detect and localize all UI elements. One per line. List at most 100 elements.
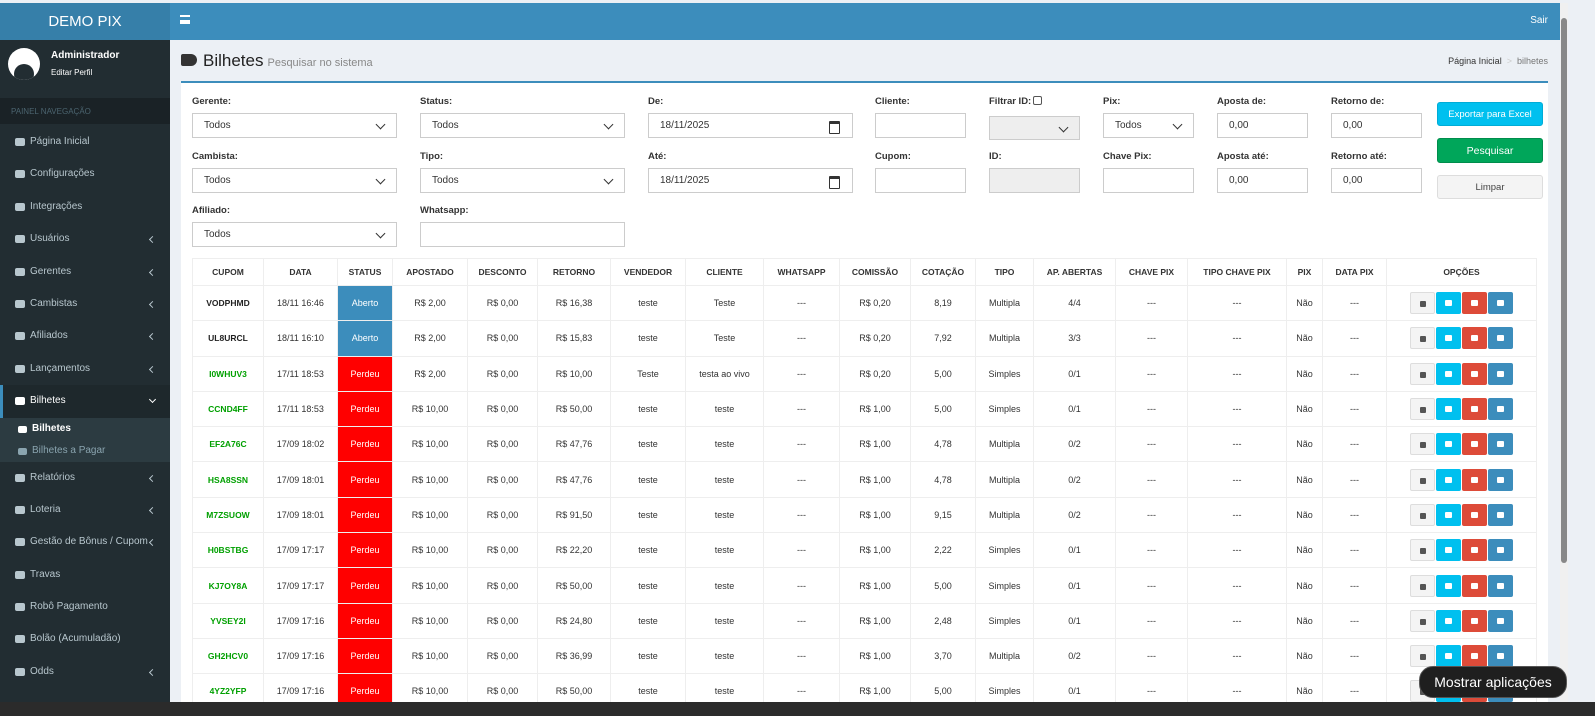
- view-button[interactable]: [1436, 398, 1461, 421]
- nav-item[interactable]: Gestão de Bônus / Cupom: [0, 526, 170, 558]
- view-button[interactable]: [1436, 609, 1461, 632]
- table-cell: ---: [1322, 567, 1387, 604]
- nav-item[interactable]: Configurações: [0, 158, 170, 190]
- view-button[interactable]: [1436, 327, 1461, 350]
- nav-item[interactable]: Lançamentos: [0, 353, 170, 385]
- nav-subitem[interactable]: Bilhetes a Pagar: [0, 439, 170, 462]
- nav-item[interactable]: Odds: [0, 656, 170, 688]
- delete-button[interactable]: [1462, 468, 1487, 491]
- view-button[interactable]: [1436, 362, 1461, 385]
- export-button[interactable]: Exportar para Excel: [1437, 102, 1543, 126]
- table-cell: R$ 0,00: [467, 461, 538, 498]
- open-button[interactable]: [1410, 503, 1435, 526]
- view-button[interactable]: [1436, 292, 1461, 315]
- nav-item[interactable]: Gerentes: [0, 256, 170, 288]
- nav-item[interactable]: Travas: [0, 559, 170, 591]
- filter-input[interactable]: Todos: [420, 113, 625, 138]
- nav-subitem[interactable]: Bilhetes: [0, 417, 170, 440]
- nav-item[interactable]: Cambistas: [0, 288, 170, 320]
- open-button[interactable]: [1410, 398, 1435, 421]
- filter-input[interactable]: 0,00: [1331, 168, 1422, 193]
- nav-item[interactable]: Relatórios: [0, 462, 170, 494]
- nav-item[interactable]: Bilhetes: [0, 385, 170, 418]
- filter-input[interactable]: 0,00: [1217, 168, 1308, 193]
- breadcrumb-link[interactable]: Página Inicial: [1448, 56, 1502, 66]
- checkbox[interactable]: [1033, 96, 1043, 105]
- edit-button[interactable]: [1488, 468, 1513, 491]
- filter-input[interactable]: Todos: [192, 222, 397, 247]
- view-button[interactable]: [1436, 539, 1461, 562]
- delete-button[interactable]: [1462, 398, 1487, 421]
- delete-button[interactable]: [1462, 609, 1487, 632]
- view-button[interactable]: [1436, 574, 1461, 597]
- filter-input[interactable]: Todos: [420, 168, 625, 193]
- delete-button[interactable]: [1462, 327, 1487, 350]
- nav-item[interactable]: Usuários: [0, 223, 170, 255]
- edit-profile[interactable]: Editar Perfil: [51, 68, 93, 77]
- open-button[interactable]: [1410, 468, 1435, 491]
- filter-input[interactable]: Todos: [192, 113, 397, 138]
- filter-input[interactable]: 18/11/2025: [648, 113, 853, 138]
- filter-input[interactable]: [989, 168, 1080, 193]
- filter-input[interactable]: [875, 168, 966, 193]
- edit-button[interactable]: [1488, 362, 1513, 385]
- open-button[interactable]: [1410, 539, 1435, 562]
- logout[interactable]: Sair: [1530, 15, 1548, 26]
- view-button[interactable]: [1436, 503, 1461, 526]
- open-button[interactable]: [1410, 574, 1435, 597]
- edit-button[interactable]: [1488, 327, 1513, 350]
- toast[interactable]: Mostrar aplicações: [1419, 666, 1567, 698]
- search-button[interactable]: Pesquisar: [1437, 138, 1543, 163]
- edit-button[interactable]: [1488, 645, 1513, 668]
- view-button[interactable]: [1436, 433, 1461, 456]
- open-button[interactable]: [1410, 645, 1435, 668]
- filter-input[interactable]: 0,00: [1217, 113, 1308, 138]
- filter-input[interactable]: [875, 113, 966, 138]
- edit-button[interactable]: [1488, 503, 1513, 526]
- edit-button[interactable]: [1488, 292, 1513, 315]
- delete-button[interactable]: [1462, 645, 1487, 668]
- menu-toggle[interactable]: [180, 15, 190, 24]
- delete-button[interactable]: [1462, 362, 1487, 385]
- nav-item[interactable]: Bolão (Acumuladão): [0, 623, 170, 655]
- nav-item[interactable]: Robô Pagamento: [0, 591, 170, 623]
- scrollbar[interactable]: [1560, 3, 1568, 703]
- nav-icon: [18, 447, 27, 455]
- open-button[interactable]: [1410, 433, 1435, 456]
- open-button[interactable]: [1410, 609, 1435, 632]
- view-button[interactable]: [1436, 645, 1461, 668]
- filter-input[interactable]: [1103, 168, 1194, 193]
- filter-input[interactable]: 0,00: [1331, 113, 1422, 138]
- table-cell: R$ 0,00: [467, 637, 538, 675]
- clear-button[interactable]: Limpar: [1437, 175, 1543, 199]
- filter-input[interactable]: [989, 116, 1080, 140]
- nav-item[interactable]: Loteria: [0, 494, 170, 526]
- table-cell: R$ 1,00: [839, 461, 911, 498]
- table-cell: Não: [1286, 567, 1323, 604]
- nav-item[interactable]: Afiliados: [0, 320, 170, 352]
- open-button[interactable]: [1410, 327, 1435, 350]
- nav-item[interactable]: Integrações: [0, 191, 170, 223]
- edit-button[interactable]: [1488, 539, 1513, 562]
- delete-button[interactable]: [1462, 574, 1487, 597]
- view-button[interactable]: [1436, 468, 1461, 491]
- edit-button[interactable]: [1488, 433, 1513, 456]
- column-header: DATA PIX: [1322, 258, 1387, 286]
- nav-item[interactable]: Página Inicial: [0, 126, 170, 158]
- filter-input[interactable]: Todos: [1103, 113, 1194, 138]
- filter-input[interactable]: 18/11/2025: [648, 168, 853, 193]
- label-text: Tipo:: [420, 151, 444, 162]
- open-button[interactable]: [1410, 292, 1435, 315]
- edit-button[interactable]: [1488, 574, 1513, 597]
- nav-label: Bilhetes a Pagar: [32, 444, 106, 456]
- filter-input[interactable]: [420, 222, 625, 247]
- edit-button[interactable]: [1488, 398, 1513, 421]
- edit-button[interactable]: [1488, 609, 1513, 632]
- brand[interactable]: DEMO PIX: [0, 3, 170, 40]
- delete-button[interactable]: [1462, 433, 1487, 456]
- delete-button[interactable]: [1462, 539, 1487, 562]
- delete-button[interactable]: [1462, 503, 1487, 526]
- delete-button[interactable]: [1462, 292, 1487, 315]
- filter-input[interactable]: Todos: [192, 168, 397, 193]
- open-button[interactable]: [1410, 362, 1435, 385]
